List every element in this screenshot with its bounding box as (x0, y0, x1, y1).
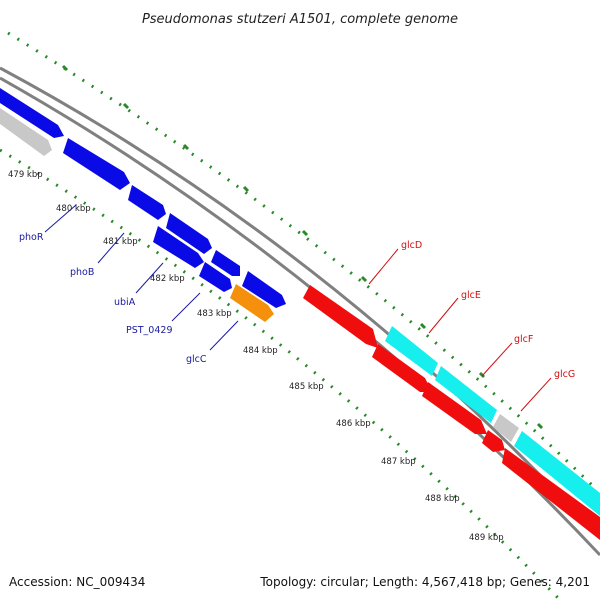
gene-forward-3[interactable] (63, 138, 130, 190)
gene-reverse-5[interactable] (502, 448, 600, 540)
backbone-inner (0, 76, 600, 557)
reverse-gene-labels: glcD glcE glcF glcG (368, 240, 575, 412)
reverse-genes (303, 285, 600, 540)
tick-label: 481 kbp (103, 237, 138, 247)
tick-label: 479 kbp (8, 170, 43, 180)
tick-label: 483 kbp (197, 309, 232, 319)
forward-gene-labels: phoR phoB ubiA PST_0429 glcC (19, 204, 239, 365)
cds-2[interactable] (435, 366, 497, 423)
tick-label: 485 kbp (289, 382, 324, 392)
tick-label: 488 kbp (425, 494, 460, 504)
cds-3[interactable] (493, 414, 519, 442)
gene-label-phoB[interactable]: phoB (70, 267, 94, 278)
tick-label: 482 kbp (150, 274, 185, 284)
gene-label-phoR[interactable]: phoR (19, 232, 44, 243)
genome-summary-text: Topology: circular; Length: 4,567,418 bp… (259, 575, 590, 589)
accession-text: Accession: NC_009434 (9, 575, 145, 589)
gene-forward-1[interactable] (0, 88, 64, 138)
backbone (0, 66, 600, 557)
gene-reverse-glcE[interactable] (372, 344, 432, 392)
gene-forward-2[interactable] (0, 108, 52, 156)
inner-tick-ring (0, 148, 562, 600)
cds-track (385, 326, 600, 516)
gene-forward-4[interactable] (128, 185, 166, 220)
gene-forward-5[interactable] (166, 213, 212, 254)
tick-label: 487 kbp (381, 457, 416, 467)
cds-4[interactable] (514, 431, 600, 516)
gene-forward-7[interactable] (211, 250, 240, 276)
tick-label: 486 kbp (336, 419, 371, 429)
gene-label-glcC[interactable]: glcC (186, 354, 207, 365)
forward-genes (0, 88, 286, 322)
gene-reverse-glcD[interactable] (303, 285, 378, 348)
gene-forward-9[interactable] (242, 271, 286, 308)
gene-forward-6[interactable] (153, 226, 204, 268)
backbone-outer (0, 66, 600, 540)
tick-labels: 479 kbp 480 kbp 481 kbp 482 kbp 483 kbp … (8, 170, 504, 543)
outer-major-ticks (61, 64, 544, 430)
gene-forward-8[interactable] (199, 262, 232, 292)
tick-label: 480 kbp (56, 204, 91, 214)
gene-reverse-glcF[interactable] (422, 382, 487, 434)
gene-label-glcE[interactable]: glcE (461, 290, 481, 301)
map-title: Pseudomonas stutzeri A1501, complete gen… (142, 12, 458, 27)
tick-label: 484 kbp (243, 346, 278, 356)
gene-reverse-glcG[interactable] (482, 430, 505, 452)
gene-label-glcG[interactable]: glcG (554, 369, 575, 380)
gene-label-glcD[interactable]: glcD (401, 240, 422, 251)
cds-1[interactable] (385, 326, 438, 376)
tick-rings (0, 31, 597, 600)
gene-label-PST_0429[interactable]: PST_0429 (126, 325, 173, 336)
gene-label-ubiA[interactable]: ubiA (114, 297, 136, 308)
gene-label-glcF[interactable]: glcF (514, 334, 533, 345)
gene-highlight-glcC[interactable] (230, 284, 274, 322)
tick-label: 489 kbp (469, 533, 504, 543)
outer-tick-ring (7, 31, 597, 490)
